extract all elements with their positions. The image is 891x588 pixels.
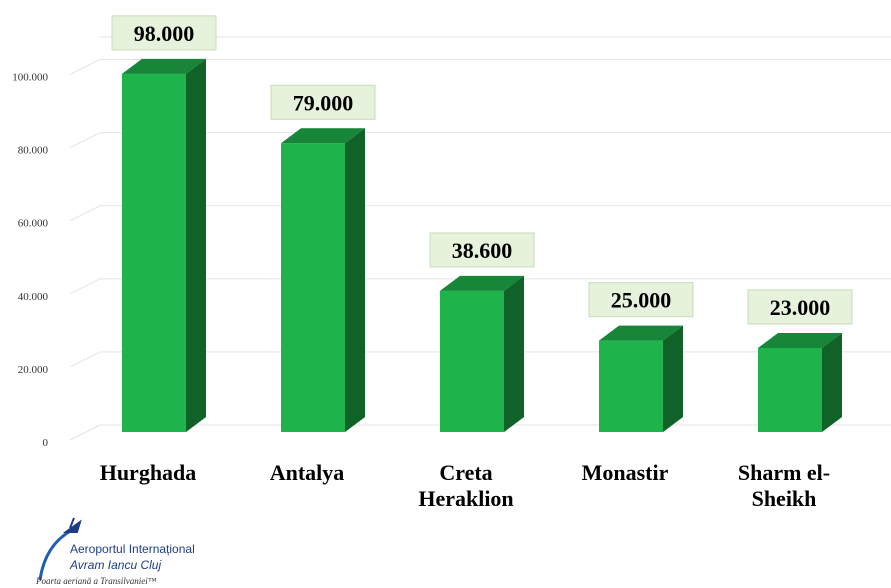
value-label: 38.600 xyxy=(452,238,513,263)
value-label-box xyxy=(588,282,694,318)
x-tick-label: Creta Heraklion xyxy=(418,460,514,511)
bar-front xyxy=(758,347,822,432)
bar-front xyxy=(440,290,504,432)
bar-side xyxy=(504,275,524,432)
logo-slogan: Poarta aeriană a Transilvaniei™ xyxy=(35,576,157,586)
bar xyxy=(440,275,524,432)
bar-side-shade xyxy=(504,275,524,432)
bar-side xyxy=(822,332,842,432)
bar-top xyxy=(599,325,683,341)
grid-line-side xyxy=(69,278,101,295)
bar-side xyxy=(345,128,365,433)
bar-top xyxy=(122,58,206,74)
value-label: 25.000 xyxy=(611,288,672,313)
value-label-box xyxy=(429,232,535,268)
bar-top-shade xyxy=(599,325,683,341)
value-label-box xyxy=(270,84,376,120)
y-tick-label: 20.000 xyxy=(18,364,49,376)
y-tick-label: 80.000 xyxy=(18,145,49,157)
bar-top-shade xyxy=(281,128,365,144)
value-label: 79.000 xyxy=(293,90,354,115)
grid-line-side xyxy=(69,351,101,368)
bar-top-shade xyxy=(122,58,206,74)
value-label-box xyxy=(747,289,853,325)
y-tick-label: 100.000 xyxy=(12,72,48,84)
y-tick-label: 60.000 xyxy=(18,218,49,230)
logo: Aeroportul Internațional Avram Iancu Clu… xyxy=(35,517,195,586)
bar-front xyxy=(281,143,345,433)
grid-line-side xyxy=(69,424,101,441)
value-label-box xyxy=(111,15,217,51)
bar-side-shade xyxy=(663,325,683,432)
bar-side-shade xyxy=(345,128,365,433)
bar-side-shade xyxy=(822,332,842,432)
x-tick-label: Monastir xyxy=(581,460,669,485)
bar-front xyxy=(599,340,663,432)
bar-side-shade xyxy=(186,58,206,432)
x-tick-label: Sharm el-Sheikh xyxy=(737,460,831,511)
y-tick-label: 40.000 xyxy=(18,291,49,303)
bar xyxy=(281,128,365,433)
bar-top-shade xyxy=(758,332,842,348)
bar xyxy=(599,325,683,432)
bar-top xyxy=(440,275,524,291)
bar-side xyxy=(663,325,683,432)
grid-line-side xyxy=(69,59,101,75)
logo-name: Aeroportul Internațional xyxy=(70,542,195,556)
bar-top-shade xyxy=(440,275,524,291)
bar-top xyxy=(281,128,365,144)
x-tick-label: Antalya xyxy=(269,460,345,485)
bar xyxy=(758,332,842,432)
x-tick-label: Hurghada xyxy=(99,460,197,485)
logo-city: Avram Iancu Cluj xyxy=(69,558,161,572)
bar-front xyxy=(122,73,186,432)
bar-top xyxy=(758,332,842,348)
logo-arc xyxy=(38,528,73,581)
logo-plane xyxy=(62,517,82,533)
y-tick-label: 0 xyxy=(43,437,49,449)
bar xyxy=(122,58,206,432)
value-label: 23.000 xyxy=(770,295,831,320)
grid-line-side xyxy=(69,205,101,222)
grid-line-side xyxy=(69,132,101,149)
value-label: 98.000 xyxy=(134,21,195,46)
bar-side xyxy=(186,58,206,432)
